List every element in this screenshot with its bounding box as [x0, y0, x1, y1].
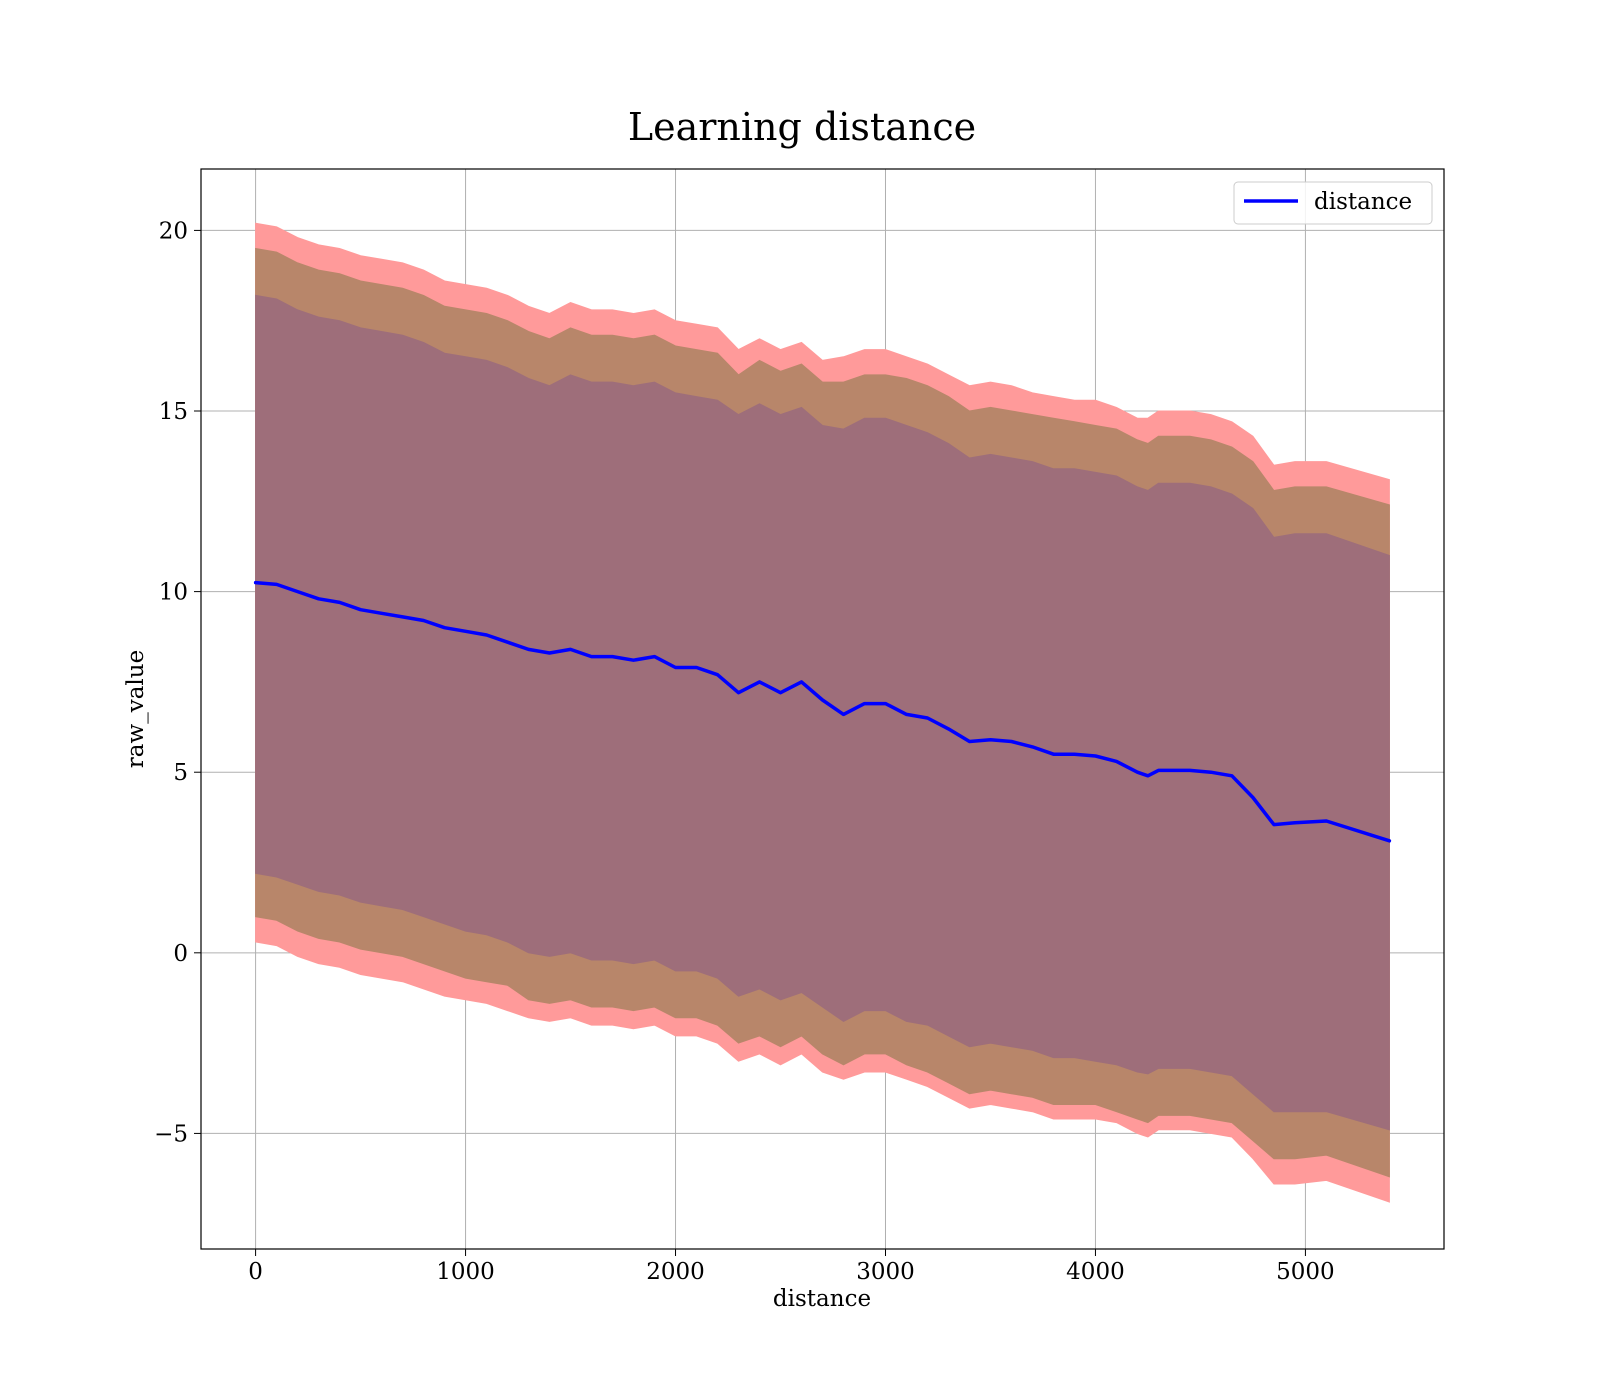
- x-tick-label: 3000: [856, 1259, 915, 1285]
- band-1sd: [255, 294, 1390, 1131]
- x-tick-label: 0: [248, 1259, 263, 1285]
- axis-ticks: 0 1000 2000 3000 4000 5000 −5 0 5 10 15 20: [154, 218, 1335, 1285]
- x-axis-label: distance: [773, 1286, 871, 1312]
- y-tick-label: 15: [159, 399, 188, 425]
- y-tick-label: 0: [173, 941, 188, 967]
- series-line-distance: [253, 580, 1392, 843]
- y-tick-label: 5: [173, 760, 188, 786]
- confidence-bands: [255, 222, 1390, 1203]
- chart-title: Learning distance: [628, 105, 976, 149]
- legend: distance: [1233, 181, 1433, 225]
- x-tick-label: 2000: [646, 1259, 705, 1285]
- x-tick-label: 4000: [1066, 1259, 1125, 1285]
- y-tick-label: −5: [154, 1121, 188, 1147]
- y-tick-label: 20: [159, 218, 188, 244]
- plot-area-frame: [200, 168, 1445, 1250]
- x-tick-label: 1000: [436, 1259, 495, 1285]
- y-axis-label: raw_value: [123, 650, 149, 768]
- x-tick-label: 5000: [1276, 1259, 1335, 1285]
- legend-box: [1233, 181, 1433, 225]
- y-tick-label: 10: [159, 580, 188, 606]
- series-lines: [253, 580, 1392, 843]
- legend-label-distance: distance: [1314, 189, 1412, 215]
